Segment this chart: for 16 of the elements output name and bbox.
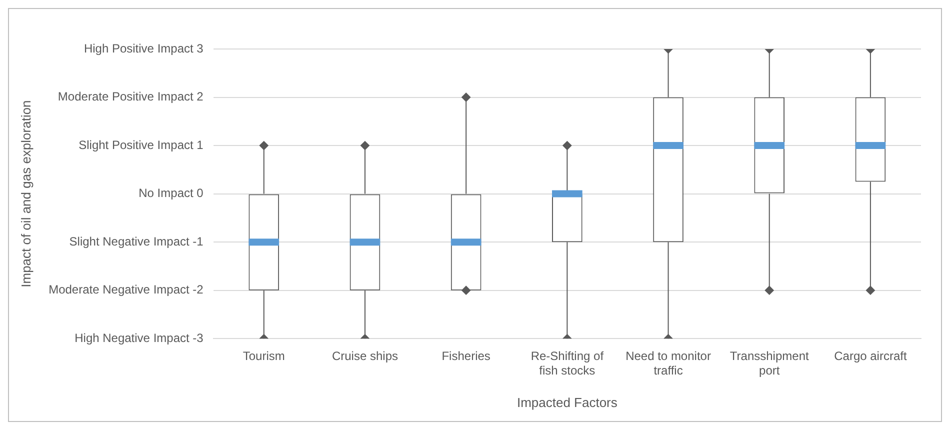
y-tick-label: High Positive Impact 3 bbox=[84, 41, 204, 56]
x-tick-label: Cruise ships bbox=[332, 349, 398, 364]
y-tick-label: Moderate Negative Impact -2 bbox=[48, 282, 204, 297]
y-tick-label: Slight Positive Impact 1 bbox=[78, 138, 204, 152]
x-tick-label: Transshipment port bbox=[730, 349, 810, 378]
y-tick-label: Slight Negative Impact -1 bbox=[69, 234, 204, 248]
x-tick-label: Need to monitor traffic bbox=[626, 349, 711, 378]
x-tick-label: Re-Shifting of fish stocks bbox=[530, 349, 604, 378]
y-axis-title: Impact of oil and gas exploration bbox=[18, 100, 34, 288]
y-tick-label: No Impact 0 bbox=[138, 186, 204, 200]
x-tick-label: Tourism bbox=[242, 349, 285, 364]
x-axis-title: Impacted Factors bbox=[516, 394, 618, 410]
y-tick-label: Moderate Positive Impact 2 bbox=[58, 90, 204, 104]
x-tick-label: Cargo aircraft bbox=[834, 349, 908, 364]
y-tick-label: High Negative Impact -3 bbox=[74, 330, 204, 345]
x-tick-label: Fisheries bbox=[442, 349, 490, 364]
